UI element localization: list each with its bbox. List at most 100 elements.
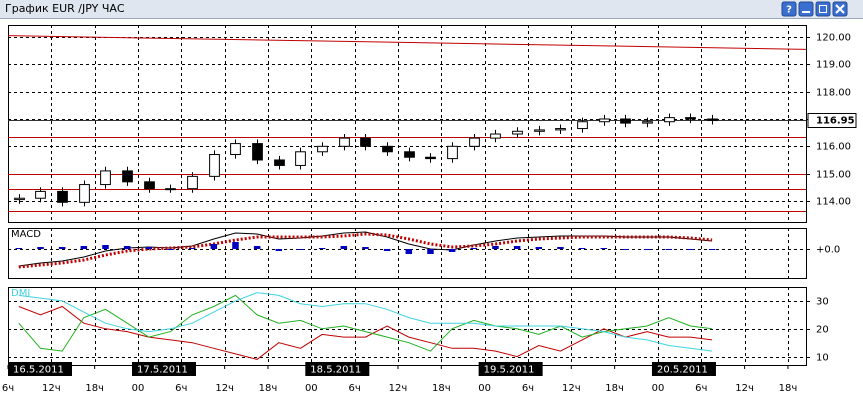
candle-body — [469, 137, 480, 147]
series-line — [18, 292, 713, 352]
histogram-bar — [643, 249, 651, 250]
histogram-bar — [622, 249, 629, 250]
y-tick-label: 114.00 — [816, 197, 851, 208]
minimize-icon — [802, 11, 810, 13]
y-tick-label: 118.00 — [816, 88, 851, 99]
date-box — [651, 362, 716, 376]
candle-body — [382, 145, 393, 153]
x-tick-label: 18ч — [432, 383, 451, 394]
candle-body — [209, 154, 220, 177]
dmi-panel — [8, 287, 807, 366]
candle-body — [274, 159, 285, 166]
y-tick-label: 10 — [816, 353, 829, 364]
candle-body — [165, 188, 176, 191]
macd-panel — [8, 228, 807, 279]
y-tick-label: 119.00 — [816, 60, 851, 71]
date-label: 20.5.2011 — [657, 365, 708, 376]
help-button[interactable] — [781, 1, 797, 17]
histogram-bar — [188, 248, 196, 249]
date-box — [305, 362, 370, 376]
window-title: График EUR /JPY ЧАС — [5, 2, 125, 15]
x-tick-label: 6ч — [175, 383, 187, 394]
date-box — [8, 362, 72, 376]
y-tick-label: 20 — [816, 325, 829, 336]
candle-body — [100, 170, 111, 186]
histogram-bar — [513, 246, 521, 249]
title-bar — [0, 0, 863, 18]
candle-body — [295, 151, 306, 166]
x-tick-label: 00 — [132, 383, 145, 394]
series-line — [18, 305, 713, 360]
histogram-bar — [362, 247, 369, 249]
x-tick-label: 6ч — [522, 383, 534, 394]
candle-body — [620, 118, 631, 124]
candle-body — [360, 137, 371, 147]
histogram-bar — [557, 247, 564, 249]
y-tick-label: 30 — [816, 297, 829, 308]
close-icon — [835, 4, 845, 14]
histogram-bar — [383, 249, 391, 251]
x-tick-label: 18ч — [605, 383, 624, 394]
candle-body — [425, 156, 436, 160]
histogram-bar — [58, 247, 66, 249]
candle-body — [57, 190, 68, 203]
date-box — [131, 362, 196, 376]
histogram-bar — [253, 246, 261, 249]
x-tick-label: 6ч — [349, 383, 361, 394]
x-tick-label: 18ч — [779, 383, 798, 394]
series-line — [18, 294, 713, 352]
candle-body — [685, 117, 696, 120]
candle-body — [79, 184, 90, 203]
candle-body — [599, 118, 610, 123]
x-tick-label: 18ч — [259, 383, 278, 394]
x-tick-label: 6ч — [2, 383, 14, 394]
histogram-bar — [80, 246, 88, 249]
histogram-bar — [275, 249, 283, 251]
candle-body — [707, 118, 718, 121]
histogram-bar — [15, 248, 23, 249]
histogram-bar — [535, 247, 543, 249]
date-label: 18.5.2011 — [310, 365, 361, 376]
histogram-bar — [687, 249, 694, 250]
x-tick-label: 12ч — [735, 383, 754, 394]
y-tick-label: 120.00 — [816, 33, 851, 44]
histogram-bar — [145, 247, 153, 249]
candle-body — [534, 129, 545, 132]
histogram-bar — [167, 249, 174, 250]
date-box — [478, 362, 543, 376]
date-label: 17.5.2011 — [137, 365, 188, 376]
candle-body — [187, 175, 198, 190]
x-tick-label: 18ч — [85, 383, 104, 394]
last-price-box — [807, 113, 857, 128]
candle-body — [555, 128, 566, 131]
candle-body — [512, 130, 523, 135]
histogram-bar — [37, 247, 44, 249]
series-line — [18, 232, 713, 269]
maximize-button[interactable] — [815, 1, 831, 17]
histogram-bar — [492, 246, 499, 249]
candle-body — [230, 143, 241, 156]
candle-body — [14, 197, 25, 201]
panel-title: MACD — [11, 229, 41, 240]
x-tick-label: 00 — [652, 383, 665, 394]
candle-body — [35, 190, 46, 199]
candle-body — [404, 151, 415, 158]
x-tick-label: 12ч — [42, 383, 61, 394]
histogram-bar — [232, 242, 239, 249]
trendline — [7, 35, 807, 50]
y-tick-label: 115.00 — [816, 170, 851, 181]
x-tick-label: 12ч — [215, 383, 234, 394]
last-price-label: 116.95 — [816, 116, 855, 127]
candle-body — [577, 121, 588, 130]
candle-body — [642, 121, 653, 124]
histogram-bar — [123, 246, 131, 249]
candle-body — [317, 145, 328, 153]
y-tick-label: 116.00 — [816, 142, 851, 153]
x-tick-label: 00 — [478, 383, 491, 394]
help-button-label: ? — [786, 5, 792, 16]
histogram-bar — [427, 249, 434, 254]
histogram-bar — [340, 246, 348, 249]
histogram-bar — [297, 249, 304, 250]
minimize-button[interactable] — [798, 1, 814, 17]
